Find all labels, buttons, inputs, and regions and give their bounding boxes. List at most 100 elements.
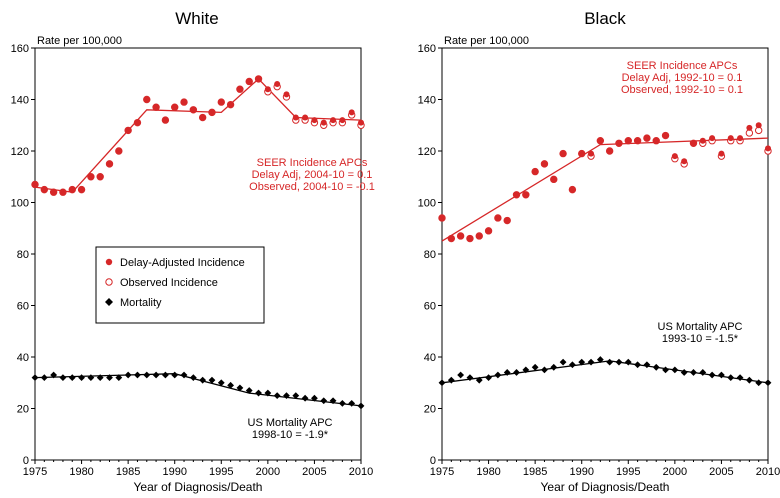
delay-adjusted-incidence-point bbox=[709, 135, 716, 142]
delay-adjusted-incidence-point bbox=[643, 135, 650, 142]
mortality-point bbox=[348, 399, 356, 407]
delay-adjusted-incidence-point bbox=[681, 158, 688, 165]
mortality-point bbox=[301, 394, 309, 402]
legend-marker-delay-adjusted bbox=[105, 258, 113, 266]
delay-adjusted-incidence-point bbox=[330, 117, 337, 124]
mortality-apc-annotation: 1993-10 = -1.5* bbox=[662, 333, 739, 345]
delay-adjusted-incidence-point bbox=[255, 75, 262, 82]
mortality-point bbox=[96, 374, 104, 381]
mortality-point bbox=[171, 371, 179, 379]
mortality-point bbox=[152, 371, 160, 379]
mortality-point bbox=[745, 376, 753, 384]
y-tick-label: 160 bbox=[418, 43, 436, 55]
mortality-point bbox=[736, 374, 744, 381]
y-tick-label: 120 bbox=[418, 146, 436, 158]
mortality-point bbox=[31, 374, 39, 381]
legend-marker-observed bbox=[105, 278, 113, 286]
legend-marker-mortality bbox=[105, 298, 113, 306]
mortality-point bbox=[227, 381, 234, 389]
mortality-point bbox=[606, 358, 614, 366]
y-tick-label: 160 bbox=[11, 43, 29, 55]
mortality-point bbox=[236, 384, 244, 392]
x-tick-label: 1980 bbox=[69, 466, 93, 478]
delay-adjusted-incidence-point bbox=[115, 148, 122, 154]
delay-adjusted-incidence-point bbox=[283, 91, 290, 98]
delay-adjusted-incidence-point bbox=[494, 214, 501, 221]
mortality-point bbox=[50, 371, 58, 379]
delay-adjusted-incidence-point bbox=[264, 86, 271, 93]
mortality-point bbox=[438, 379, 446, 387]
y-tick-label: 40 bbox=[17, 352, 29, 364]
mortality-point bbox=[708, 371, 716, 379]
y-tick-label: 140 bbox=[11, 95, 29, 107]
mortality-point bbox=[78, 374, 85, 381]
delay-adjusted-incidence-point bbox=[227, 101, 234, 108]
delay-adjusted-incidence-point bbox=[690, 140, 697, 147]
mortality-point bbox=[143, 371, 151, 379]
mortality-point bbox=[755, 379, 763, 387]
delay-adjusted-incidence-point bbox=[153, 104, 160, 111]
delay-adjusted-incidence-point bbox=[578, 150, 585, 157]
delay-adjusted-incidence-point bbox=[718, 150, 725, 157]
delay-adjusted-incidence-point bbox=[50, 189, 57, 196]
x-tick-label: 1990 bbox=[569, 466, 593, 478]
delay-adjusted-incidence-point bbox=[236, 86, 243, 93]
mortality-point bbox=[550, 363, 558, 371]
delay-adjusted-incidence-point bbox=[97, 173, 104, 180]
mortality-point bbox=[727, 374, 735, 381]
delay-adjusted-incidence-point bbox=[218, 99, 225, 106]
x-axis-label: Year of Diagnosis/Death bbox=[134, 480, 263, 494]
y-axis-label: Rate per 100,000 bbox=[37, 35, 122, 47]
incidence-apc-annotation: SEER Incidence APCs bbox=[627, 60, 738, 72]
mortality-point bbox=[624, 358, 632, 366]
incidence-apc-annotation: Observed, 2004-10 = -0.1 bbox=[249, 181, 375, 193]
mortality-apc-annotation: 1998-10 = -1.9* bbox=[252, 429, 329, 441]
mortality-point bbox=[217, 379, 225, 387]
delay-adjusted-incidence-point bbox=[358, 119, 364, 126]
delay-adjusted-incidence-point bbox=[190, 106, 197, 113]
mortality-point bbox=[245, 387, 253, 394]
mortality-point bbox=[338, 399, 346, 407]
mortality-point bbox=[466, 374, 474, 381]
mortality-point bbox=[680, 369, 688, 376]
mortality-point bbox=[541, 366, 548, 374]
delay-adjusted-incidence-point bbox=[208, 109, 215, 116]
delay-adjusted-incidence-point bbox=[87, 173, 94, 180]
x-tick-label: 1990 bbox=[162, 466, 186, 478]
legend-label: Mortality bbox=[120, 297, 162, 309]
y-tick-label: 40 bbox=[424, 352, 436, 364]
mortality-point bbox=[329, 397, 337, 405]
delay-adjusted-incidence-point bbox=[755, 122, 762, 129]
mortality-point bbox=[255, 389, 262, 397]
delay-adjusted-incidence-point bbox=[522, 191, 529, 198]
delay-adjusted-incidence-point bbox=[339, 117, 346, 124]
delay-adjusted-incidence-point bbox=[246, 78, 253, 85]
mortality-point bbox=[503, 369, 511, 376]
delay-adjusted-incidence-point bbox=[597, 137, 604, 144]
x-tick-label: 1985 bbox=[116, 466, 140, 478]
delay-adjusted-incidence-point bbox=[302, 114, 309, 121]
delay-adjusted-incidence-point bbox=[439, 214, 445, 221]
mortality-point bbox=[162, 371, 169, 379]
mortality-point bbox=[699, 369, 707, 376]
legend-box bbox=[95, 246, 265, 324]
delay-adjusted-incidence-point bbox=[588, 150, 595, 157]
delay-adjusted-incidence-point bbox=[171, 104, 178, 111]
delay-adjusted-incidence-point bbox=[634, 137, 641, 144]
x-tick-label: 2005 bbox=[709, 466, 733, 478]
chart-title: White bbox=[175, 9, 218, 28]
mortality-apc-annotation: US Mortality APC bbox=[658, 321, 743, 333]
y-tick-label: 20 bbox=[424, 404, 436, 416]
legend: Delay-Adjusted Incidence Observed Inciden… bbox=[95, 246, 265, 324]
delay-adjusted-incidence-point bbox=[41, 186, 48, 193]
mortality-point bbox=[569, 361, 576, 369]
mortality-point bbox=[134, 371, 141, 379]
mortality-point bbox=[652, 363, 660, 371]
delay-adjusted-incidence-point bbox=[125, 127, 132, 134]
x-tick-label: 2010 bbox=[349, 466, 373, 478]
mortality-point bbox=[718, 371, 725, 379]
mortality-point bbox=[578, 358, 586, 366]
x-tick-label: 1975 bbox=[430, 466, 454, 478]
mortality-point bbox=[634, 361, 641, 369]
